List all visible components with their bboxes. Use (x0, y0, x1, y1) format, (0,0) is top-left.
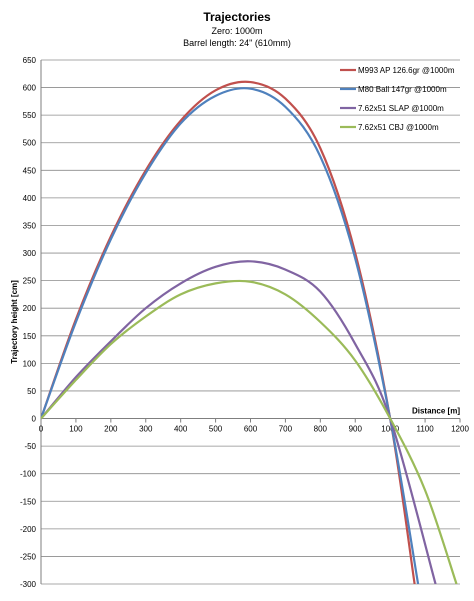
y-tick-label: 0 (32, 415, 37, 424)
y-tick-label: 650 (23, 56, 37, 65)
y-tick-label: -250 (20, 552, 37, 561)
y-tick-label: 200 (23, 304, 37, 313)
y-tick-label: 550 (23, 111, 37, 120)
x-tick-label: 900 (349, 425, 363, 434)
x-tick-label: 500 (209, 425, 223, 434)
x-tick-label: 600 (244, 425, 258, 434)
x-tick-label: 100 (69, 425, 83, 434)
x-tick-label: 400 (174, 425, 188, 434)
legend-label-1: M80 Ball 147gr @1000m (358, 85, 447, 94)
y-tick-label: 500 (23, 139, 37, 148)
y-tick-label: 400 (23, 194, 37, 203)
series-line-1 (41, 87, 420, 584)
y-tick-label: 150 (23, 332, 37, 341)
x-tick-label: 0 (39, 425, 44, 434)
y-tick-label: 300 (23, 249, 37, 258)
legend-label-3: 7.62x51 CBJ @1000m (358, 123, 439, 132)
y-tick-label: 450 (23, 166, 37, 175)
legend: M993 AP 126.6gr @1000m M80 Ball 147gr @10… (340, 66, 455, 132)
series-line-3 (41, 279, 458, 584)
chart-subtitle-zero: Zero: 1000m (211, 26, 262, 36)
x-tick-label: 1000 (381, 425, 399, 434)
x-tick-label: 1100 (416, 425, 434, 434)
legend-label-2: 7.62x51 SLAP @1000m (358, 104, 444, 113)
x-tick-label: 300 (139, 425, 153, 434)
y-tick-label: 50 (27, 387, 36, 396)
x-tick-label: 1200 (451, 425, 469, 434)
y-tick-label: -100 (20, 470, 37, 479)
y-tick-label: 600 (23, 84, 37, 93)
x-axis-title: Distance [m] (412, 407, 460, 416)
legend-label-0: M993 AP 126.6gr @1000m (358, 66, 455, 75)
axes: 650600550500450400350300250200150100500-… (10, 56, 469, 589)
y-tick-label: 350 (23, 221, 37, 230)
series-lines (41, 80, 458, 584)
x-tick-label: 700 (279, 425, 293, 434)
x-tick-label: 200 (104, 425, 118, 434)
chart-subtitle-barrel: Barrel length: 24" (610mm) (183, 38, 291, 48)
y-tick-label: -200 (20, 525, 37, 534)
y-tick-label: -150 (20, 497, 37, 506)
gridlines (41, 59, 460, 585)
y-tick-label: -300 (20, 580, 37, 589)
series-line-2 (41, 260, 437, 584)
y-tick-label: -50 (24, 442, 36, 451)
chart-title: Trajectories (203, 10, 271, 24)
x-tick-label: 800 (314, 425, 328, 434)
series-line-0 (41, 80, 416, 584)
y-tick-label: 250 (23, 277, 37, 286)
y-axis-title: Trajectory height [cm] (10, 280, 19, 364)
y-tick-label: 100 (23, 359, 37, 368)
